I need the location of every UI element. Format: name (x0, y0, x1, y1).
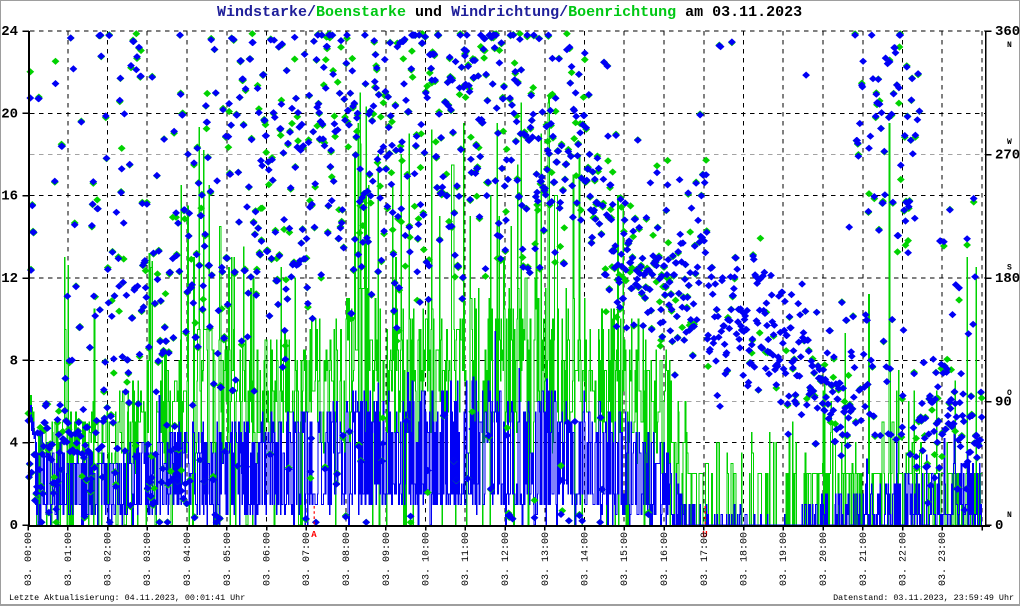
svg-text:03. 19:00: 03. 19:00 (779, 532, 790, 586)
svg-text:24: 24 (1, 24, 18, 40)
svg-text:0: 0 (10, 518, 18, 534)
svg-text:03. 05:00: 03. 05:00 (223, 532, 234, 586)
svg-text:A: A (311, 530, 317, 540)
svg-text:03. 15:00: 03. 15:00 (620, 532, 631, 586)
svg-text:03. 18:00: 03. 18:00 (740, 532, 751, 586)
svg-text:03. 17:00: 03. 17:00 (700, 532, 711, 586)
svg-text:03. 02:00: 03. 02:00 (104, 532, 115, 586)
svg-text:20: 20 (1, 106, 18, 122)
svg-text:03. 12:00: 03. 12:00 (501, 532, 512, 586)
svg-text:N: N (1007, 511, 1012, 520)
svg-text:N: N (1007, 41, 1012, 50)
svg-text:03. 04:00: 03. 04:00 (183, 532, 194, 586)
svg-text:03. 01:00: 03. 01:00 (64, 532, 75, 586)
svg-text:8: 8 (10, 353, 18, 369)
svg-text:03. 20:00: 03. 20:00 (819, 532, 830, 586)
svg-text:Datenstand: 03.11.2023, 23:59:: Datenstand: 03.11.2023, 23:59:49 Uhr (833, 593, 1014, 603)
svg-text:03. 10:00: 03. 10:00 (422, 532, 433, 586)
svg-text:03. 11:00: 03. 11:00 (461, 532, 472, 586)
svg-text:12: 12 (1, 271, 18, 287)
svg-text:03. 13:00: 03. 13:00 (541, 532, 552, 586)
svg-text:180: 180 (995, 271, 1020, 287)
svg-text:4: 4 (10, 436, 18, 452)
svg-text:03. 23:00: 03. 23:00 (938, 532, 949, 586)
svg-text:03. 03:00: 03. 03:00 (143, 532, 154, 586)
svg-text:03. 14:00: 03. 14:00 (581, 532, 592, 586)
svg-text:Windstarke/Boenstarke und Wind: Windstarke/Boenstarke und Windrichtung/B… (217, 4, 802, 21)
svg-text:90: 90 (995, 395, 1012, 411)
svg-text:03. 16:00: 03. 16:00 (660, 532, 671, 586)
svg-text:03. 06:00: 03. 06:00 (263, 532, 274, 586)
svg-text:03. 08:00: 03. 08:00 (342, 532, 353, 586)
svg-text:U: U (702, 530, 707, 540)
svg-text:Letzte Aktualisierung: 04.11.2: Letzte Aktualisierung: 04.11.2023, 00:01… (9, 593, 245, 603)
svg-text:03. 09:00: 03. 09:00 (382, 532, 393, 586)
svg-text:W: W (1007, 138, 1012, 147)
svg-text:270: 270 (995, 148, 1020, 164)
svg-text:360: 360 (995, 24, 1020, 40)
svg-text:S: S (1007, 264, 1012, 273)
svg-text:16: 16 (1, 189, 18, 205)
svg-text:03. 22:00: 03. 22:00 (899, 532, 910, 586)
svg-text:03. 21:00: 03. 21:00 (859, 532, 870, 586)
svg-text:03. 07:00: 03. 07:00 (302, 532, 313, 586)
svg-text:O: O (1007, 389, 1012, 398)
svg-text:0: 0 (995, 518, 1003, 534)
svg-text:03. 00:00: 03. 00:00 (24, 532, 35, 586)
